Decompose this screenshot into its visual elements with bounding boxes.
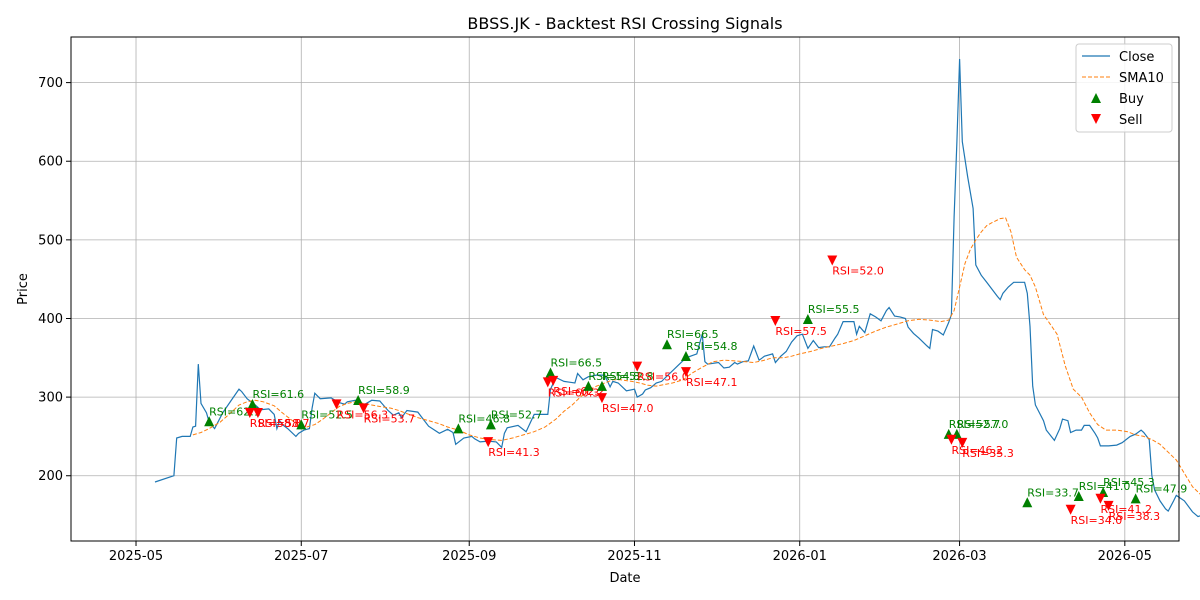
buy-signal-label: RSI=41.0 (1079, 480, 1131, 493)
legend-buy-label: Buy (1119, 92, 1144, 107)
sell-signal-marker (1065, 504, 1076, 515)
buy-signal-label: RSI=52.7 (949, 418, 1001, 431)
buy-signal-marker (1073, 490, 1084, 501)
y-axis-label: Price (16, 273, 31, 305)
sell-signal-label: RSI=35.3 (962, 447, 1014, 460)
sell-signal-label: RSI=47.1 (686, 376, 738, 389)
plot-frame (70, 36, 1180, 542)
legend-close-label: Close (1119, 50, 1154, 65)
sell-signal-label: RSI=56.0 (637, 371, 689, 384)
buy-signal-marker (596, 380, 607, 391)
x-tick-label: 2025-11 (607, 549, 661, 564)
grid-lines (71, 37, 1179, 541)
sell-signal-label: RSI=58.7 (258, 417, 310, 430)
buy-signal-marker (353, 395, 364, 406)
sell-signal-marker (483, 437, 494, 448)
sell-signal-marker (358, 403, 369, 414)
sell-signal-marker (331, 399, 342, 410)
sell-signal-label: RSI=34.0 (1071, 514, 1123, 527)
sell-signal-label: RSI=58.8 (250, 417, 302, 430)
buy-signal-label: RSI=46.8 (458, 412, 510, 425)
sell-signal-label: RSI=41.2 (1100, 503, 1152, 516)
buy-signal-marker (680, 351, 691, 362)
x-tick-label: 2025-05 (109, 549, 163, 564)
buy-signal-label: RSI=45.3 (1103, 476, 1155, 489)
sell-signal-label: RSI=46.2 (951, 444, 1003, 457)
sell-signal-label: RSI=53.7 (364, 412, 416, 425)
buy-signal-label: RSI=61.6 (253, 388, 305, 401)
buy-signal-label: RSI=33.7 (1027, 486, 1079, 499)
sell-signal-marker (680, 367, 691, 378)
sma10-line (192, 217, 1200, 495)
buy-signal-label: RSI=54.8 (588, 370, 640, 383)
buy-signal-label: RSI=52.7 (491, 408, 543, 421)
sell-signal-label: RSI=41.3 (488, 446, 540, 459)
y-tick-label: 700 (38, 76, 63, 91)
legend-sell-marker (1091, 114, 1101, 124)
y-tick-label: 600 (38, 155, 63, 170)
y-tick-label: 300 (38, 391, 63, 406)
sell-signal-marker (946, 434, 957, 445)
sell-signal-label: RSI=38.3 (1109, 510, 1161, 523)
buy-signal-marker (802, 314, 813, 325)
buy-signal-marker (545, 367, 556, 378)
buy-signal-label: RSI=52.8 (602, 370, 654, 383)
buy-signal-marker (296, 419, 307, 430)
chart-title: BBSS.JK - Backtest RSI Crossing Signals (467, 14, 782, 33)
y-tick-label: 500 (38, 233, 63, 248)
sell-signal-label: RSI=47.0 (602, 402, 654, 415)
sell-signal-marker (957, 437, 968, 448)
buy-signal-label: RSI=66.5 (551, 357, 603, 370)
buy-signal-label: RSI=55.5 (808, 303, 860, 316)
sell-signal-marker (244, 408, 255, 419)
x-tick-label: 2026-03 (932, 549, 986, 564)
buy-signal-marker (204, 416, 215, 427)
sell-signal-label: RSI=62.2 (553, 385, 605, 398)
sell-signal-marker (827, 255, 838, 266)
sell-signal-marker (632, 361, 643, 372)
sell-signal-label: RSI=56.3 (336, 408, 388, 421)
buy-signal-marker (1022, 497, 1033, 508)
buy-signal-marker (1130, 493, 1141, 504)
x-tick-label: 2026-05 (1098, 549, 1152, 564)
legend: Close SMA10 Buy Sell (1075, 43, 1173, 133)
y-tick-label: 400 (38, 312, 63, 327)
axis-ticks: 2025-05 2025-07 2025-09 2025-11 2026-01 2026-… (38, 76, 1152, 564)
x-tick-label: 2026-01 (773, 549, 827, 564)
buy-signal-marker (661, 339, 672, 350)
y-tick-label: 200 (38, 469, 63, 484)
x-tick-label: 2025-07 (274, 549, 328, 564)
buy-signal-label: RSI=66.5 (667, 328, 719, 341)
buy-signal-marker (247, 398, 258, 409)
sell-signal-marker (770, 316, 781, 327)
buy-signal-marker (453, 423, 464, 434)
buy-signal-label: RSI=52.5 (301, 408, 353, 421)
sell-signal-marker (252, 408, 263, 419)
signal-markers: RSI=62.1RSI=61.6RSI=58.8RSI=58.7RSI=52.5… (204, 255, 1188, 527)
buy-signal-label: RSI=47.9 (1136, 482, 1188, 495)
buy-signal-label: RSI=58.9 (358, 384, 410, 397)
x-tick-label: 2025-09 (442, 549, 496, 564)
sell-signal-marker (596, 393, 607, 404)
sell-signal-marker (1103, 500, 1114, 511)
sell-signal-marker (548, 375, 559, 386)
buy-signal-label: RSI=54.8 (686, 340, 738, 353)
legend-buy-marker (1091, 93, 1101, 103)
buy-signal-marker (485, 419, 496, 430)
legend-sma-label: SMA10 (1119, 71, 1164, 86)
legend-sell-label: Sell (1119, 113, 1142, 128)
buy-signal-label: RSI=57.0 (957, 418, 1009, 431)
buy-signal-marker (583, 380, 594, 391)
sell-signal-label: RSI=52.0 (832, 265, 884, 278)
x-axis-label: Date (609, 571, 640, 586)
sell-signal-label: RSI=57.5 (775, 325, 827, 338)
legend-box (1075, 43, 1173, 133)
sell-signal-marker (1095, 493, 1106, 504)
